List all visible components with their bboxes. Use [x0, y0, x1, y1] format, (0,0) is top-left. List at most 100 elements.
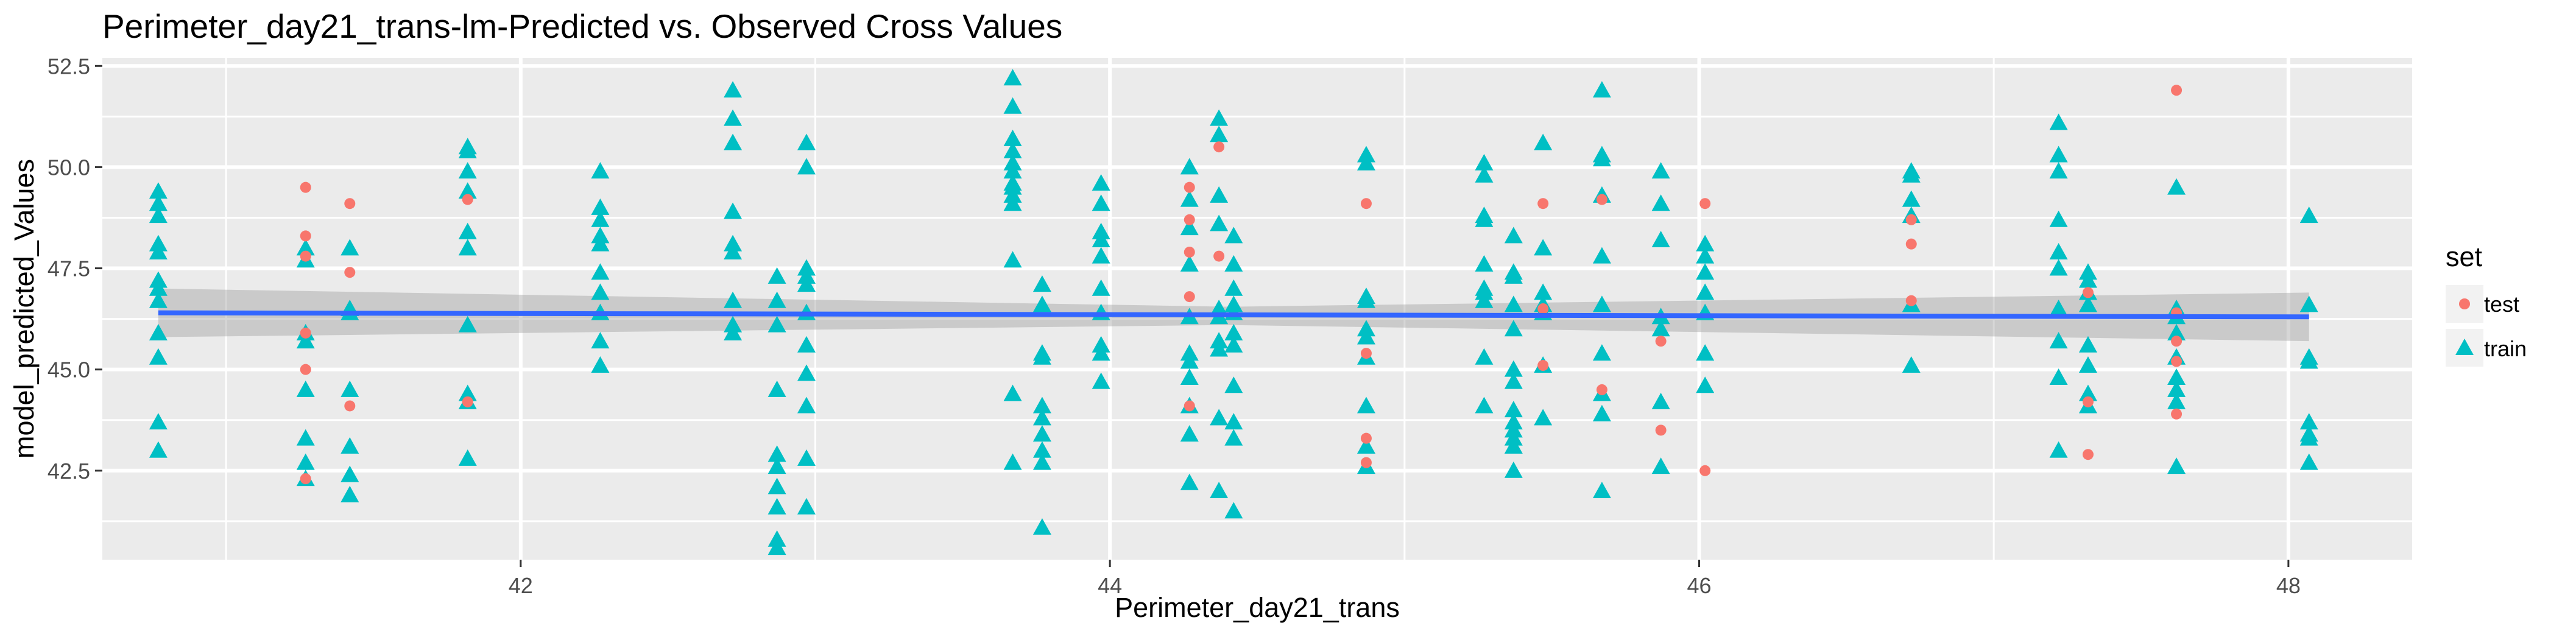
test-point [1184, 291, 1195, 303]
train-point [1210, 482, 1229, 499]
points-layer [149, 69, 2318, 555]
train-point [1224, 376, 1243, 393]
y-tick-label: 47.5 [48, 256, 90, 281]
train-point [2167, 323, 2186, 340]
train-point [1902, 356, 1921, 373]
train-point [1180, 158, 1199, 175]
train-point [1032, 409, 1051, 426]
train-point [768, 477, 786, 495]
train-point [1902, 190, 1921, 207]
train-point [1651, 457, 1670, 474]
fit-line [158, 310, 2309, 320]
train-point [1475, 348, 1494, 365]
train-point [1504, 227, 1523, 244]
train-point [1592, 404, 1611, 421]
train-point [591, 263, 610, 280]
test-point [1537, 303, 1549, 314]
train-point [149, 413, 168, 430]
test-point [344, 198, 356, 210]
train-point [2049, 242, 2068, 259]
train-point [1003, 97, 1022, 114]
train-point [591, 198, 610, 215]
train-point [296, 453, 315, 470]
train-point [797, 336, 816, 353]
train-point [2299, 352, 2318, 369]
train-point [1003, 251, 1022, 268]
train-point [1224, 502, 1243, 519]
train-point [1180, 425, 1199, 442]
x-tick-label: 42 [509, 573, 533, 598]
train-point [1475, 153, 1494, 171]
test-point [344, 400, 356, 412]
train-point [1180, 255, 1199, 272]
train-point [2049, 210, 2068, 227]
train-point [296, 332, 315, 349]
test-point [1360, 348, 1372, 359]
train-point [149, 348, 168, 365]
train-point [1092, 231, 1110, 248]
train-point [149, 323, 168, 340]
train-point [797, 133, 816, 150]
test-point [1184, 181, 1195, 193]
test-point [2171, 356, 2183, 367]
train-point [458, 315, 477, 333]
train-point [591, 283, 610, 300]
train-point [1504, 372, 1523, 389]
train-point [1696, 283, 1715, 300]
train-point [1032, 396, 1051, 414]
train-point [458, 162, 477, 179]
legend-keys [2446, 285, 2483, 367]
train-point [2167, 457, 2186, 474]
legend: set test train [2446, 241, 2527, 367]
test-point [1360, 457, 1372, 468]
train-point [591, 162, 610, 179]
train-point [149, 291, 168, 308]
train-point [2078, 271, 2097, 288]
x-tick-label: 48 [2276, 573, 2301, 598]
train-point [1092, 247, 1110, 264]
train-point [1003, 453, 1022, 470]
test-point [1184, 246, 1195, 258]
train-point [2049, 162, 2068, 179]
legend-label-test: test [2484, 292, 2519, 317]
train-point [1092, 174, 1110, 191]
train-point [2049, 332, 2068, 349]
train-point [2167, 380, 2186, 397]
test-point [1213, 250, 1225, 262]
train-point [1696, 234, 1715, 252]
train-point [797, 158, 816, 175]
train-point [1357, 396, 1375, 414]
test-point [1655, 424, 1667, 436]
train-point [768, 498, 786, 515]
train-point [1032, 425, 1051, 442]
train-point [724, 133, 743, 150]
fit-line-layer [158, 310, 2309, 320]
train-point [1032, 295, 1051, 312]
train-point [768, 538, 786, 555]
train-point [2049, 259, 2068, 276]
test-point [2082, 396, 2094, 407]
train-point [1224, 255, 1243, 272]
train-point [797, 275, 816, 292]
test-point [2171, 408, 2183, 420]
train-point [768, 380, 786, 397]
train-point [1092, 372, 1110, 389]
train-point [1592, 81, 1611, 98]
test-point [1699, 198, 1711, 210]
grid-lines [102, 58, 2412, 560]
train-point [1651, 320, 1670, 337]
train-point [1696, 263, 1715, 280]
train-point [1475, 396, 1494, 414]
test-point [1699, 465, 1711, 476]
train-point [591, 332, 610, 349]
train-point [2299, 453, 2318, 470]
plot-panel [102, 58, 2412, 560]
test-point [1905, 295, 1917, 306]
train-point [1592, 344, 1611, 361]
train-point [149, 279, 168, 296]
train-point [1210, 214, 1229, 231]
test-point [1537, 198, 1549, 210]
train-point [591, 356, 610, 373]
train-point [458, 141, 477, 158]
train-point [768, 291, 786, 308]
